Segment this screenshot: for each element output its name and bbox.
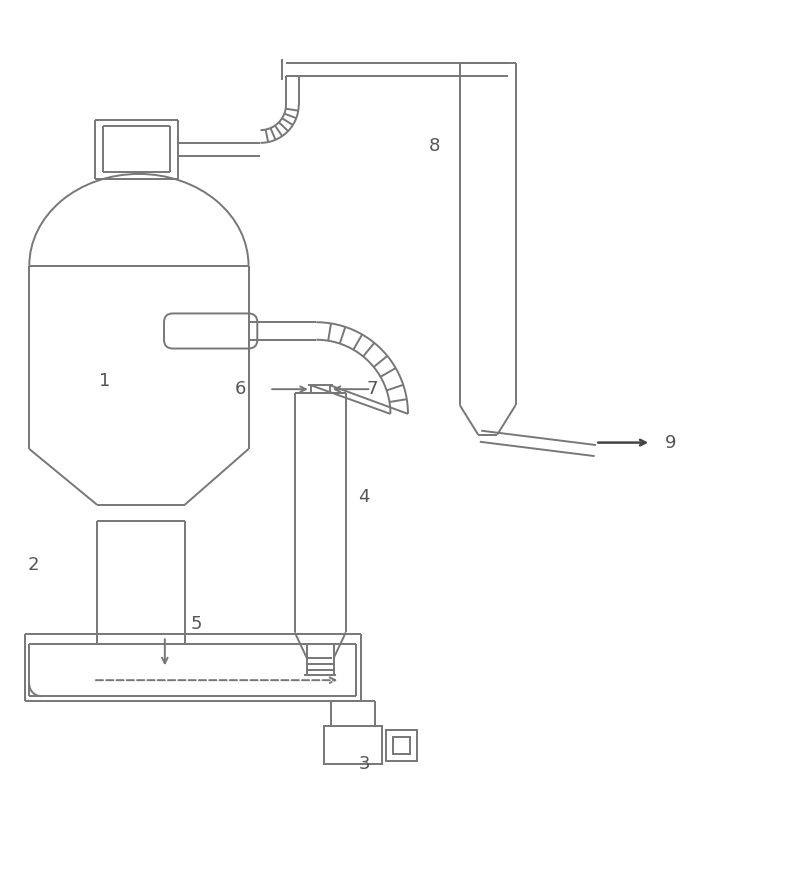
Text: 3: 3	[358, 755, 370, 773]
Text: 4: 4	[358, 488, 370, 505]
Text: 1: 1	[99, 372, 110, 390]
Bar	[324, 726, 382, 764]
Text: 2: 2	[27, 556, 39, 573]
Text: 9: 9	[666, 434, 677, 452]
Bar	[386, 730, 417, 760]
Text: 7: 7	[366, 380, 378, 398]
Text: 8: 8	[429, 137, 440, 155]
Bar	[393, 736, 410, 754]
Text: 5: 5	[191, 616, 202, 633]
Text: 6: 6	[235, 380, 246, 398]
